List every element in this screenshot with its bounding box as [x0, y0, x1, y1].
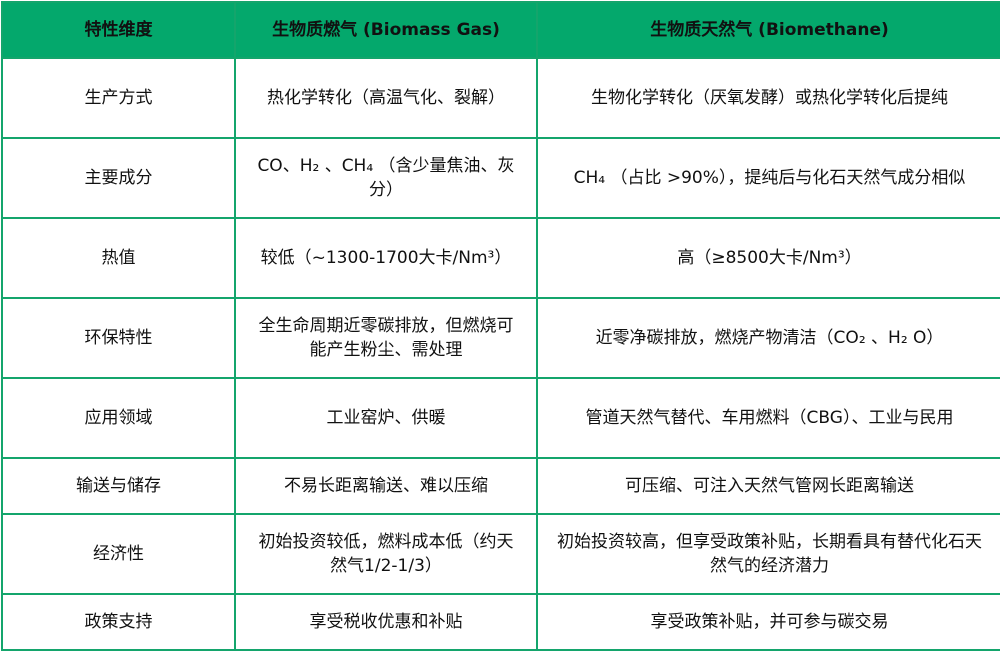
- header-biomethane: 生物质天然气 (Biomethane): [536, 1, 1000, 59]
- cell-biomethane: CH₄ （占比 >90%），提纯后与化石天然气成分相似: [536, 137, 1000, 219]
- row-dimension: 输送与储存: [1, 457, 236, 515]
- row-dimension: 生产方式: [1, 57, 236, 139]
- cell-biomethane: 管道天然气替代、车用燃料（CBG）、工业与民用: [536, 377, 1000, 459]
- table-row: 经济性 初始投资较低，燃料成本低（约天然气1/2-1/3） 初始投资较高，但享受政策…: [1, 513, 1000, 595]
- cell-biomass-gas: 不易长距离输送、难以压缩: [234, 457, 538, 515]
- cell-biomethane: 可压缩、可注入天然气管网长距离输送: [536, 457, 1000, 515]
- header-dimension: 特性维度: [1, 1, 236, 59]
- cell-biomethane: 初始投资较高，但享受政策补贴，长期看具有替代化石天然气的经济潜力: [536, 513, 1000, 595]
- table-row: 应用领域 工业窑炉、供暖 管道天然气替代、车用燃料（CBG）、工业与民用: [1, 377, 1000, 459]
- cell-biomethane: 高（≥8500大卡/Nm³）: [536, 217, 1000, 299]
- table-row: 主要成分 CO、H₂ 、CH₄ （含少量焦油、灰分） CH₄ （占比 >90%），提…: [1, 137, 1000, 219]
- table-row: 政策支持 享受税收优惠和补贴 享受政策补贴，并可参与碳交易: [1, 593, 1000, 651]
- table-row: 热值 较低（~1300-1700大卡/Nm³） 高（≥8500大卡/Nm³）: [1, 217, 1000, 299]
- header-biomass-gas: 生物质燃气 (Biomass Gas): [234, 1, 538, 59]
- row-dimension: 经济性: [1, 513, 236, 595]
- cell-biomethane: 生物化学转化（厌氧发酵）或热化学转化后提纯: [536, 57, 1000, 139]
- cell-biomass-gas: 热化学转化（高温气化、裂解）: [234, 57, 538, 139]
- cell-biomass-gas: 初始投资较低，燃料成本低（约天然气1/2-1/3）: [234, 513, 538, 595]
- row-dimension: 应用领域: [1, 377, 236, 459]
- cell-biomass-gas: 享受税收优惠和补贴: [234, 593, 538, 651]
- cell-biomass-gas: 全生命周期近零碳排放，但燃烧可能产生粉尘、需处理: [234, 297, 538, 379]
- cell-biomass-gas: 较低（~1300-1700大卡/Nm³）: [234, 217, 538, 299]
- row-dimension: 热值: [1, 217, 236, 299]
- table-row: 环保特性 全生命周期近零碳排放，但燃烧可能产生粉尘、需处理 近零净碳排放，燃烧产物清…: [1, 297, 1000, 379]
- row-dimension: 环保特性: [1, 297, 236, 379]
- table-row: 输送与储存 不易长距离输送、难以压缩 可压缩、可注入天然气管网长距离输送: [1, 457, 1000, 515]
- cell-biomass-gas: CO、H₂ 、CH₄ （含少量焦油、灰分）: [234, 137, 538, 219]
- header-row: 特性维度 生物质燃气 (Biomass Gas) 生物质天然气 (Biometh…: [1, 1, 1000, 59]
- cell-biomethane: 享受政策补贴，并可参与碳交易: [536, 593, 1000, 651]
- cell-biomethane: 近零净碳排放，燃烧产物清洁（CO₂ 、H₂ O）: [536, 297, 1000, 379]
- row-dimension: 政策支持: [1, 593, 236, 651]
- row-dimension: 主要成分: [1, 137, 236, 219]
- table-row: 生产方式 热化学转化（高温气化、裂解） 生物化学转化（厌氧发酵）或热化学转化后提纯: [1, 57, 1000, 139]
- cell-biomass-gas: 工业窑炉、供暖: [234, 377, 538, 459]
